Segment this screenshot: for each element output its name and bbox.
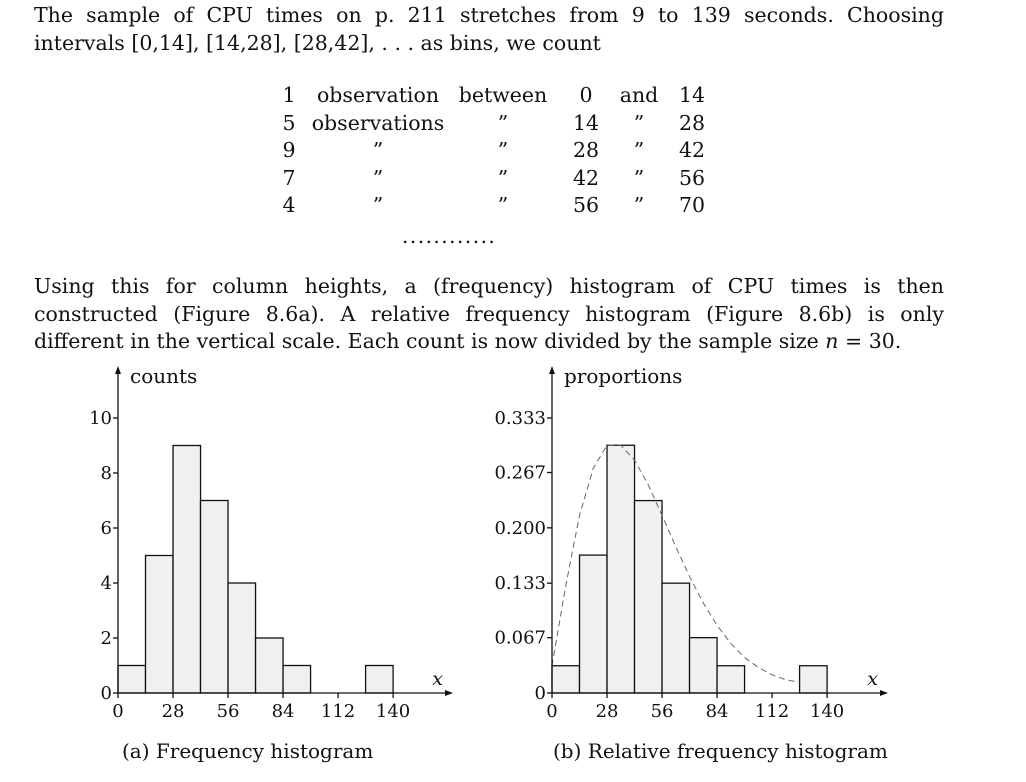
count-cell: 5 <box>282 110 296 135</box>
histogram-bar <box>172 444 202 694</box>
intro-paragraph: The sample of CPU times on p. 211 stretc… <box>34 3 944 55</box>
upper-bound-cell: 28 <box>678 110 706 135</box>
x-axis-label: x <box>432 668 443 690</box>
lower-bound-cell: 28 <box>572 138 600 162</box>
count-cell: 1 <box>282 83 296 107</box>
x-tick-label: 112 <box>755 701 789 722</box>
frequency-histogram-caption: (a) Frequency histogram <box>122 739 374 763</box>
histogram-bar <box>716 665 746 694</box>
and-word-cell: and <box>619 83 659 107</box>
y-tick-label: 0.200 <box>494 518 546 539</box>
x-tick-label: 56 <box>217 701 240 722</box>
histogram-bar <box>144 554 174 694</box>
table-row: 9 ” ” 28 ” 42 <box>270 137 720 165</box>
x-tick-label: 84 <box>706 701 729 722</box>
between-word-cell: ” <box>497 193 509 217</box>
between-word-cell: ” <box>497 138 509 162</box>
frequency-histogram: 0 28 56 84 112 140 0 2 4 6 8 10 counts x <box>89 364 453 722</box>
count-cell: 9 <box>282 138 296 162</box>
table-row: 5 observations ” 14 ” 28 <box>270 110 720 138</box>
upper-bound-cell: 70 <box>678 193 706 217</box>
paragraph-text-end: = 30. <box>838 329 902 353</box>
y-tick-label: 0.133 <box>494 573 546 594</box>
count-cell: 4 <box>282 193 296 217</box>
y-tick-label: 0.267 <box>494 463 546 484</box>
histogram-bar <box>551 665 581 694</box>
y-tick-label: 2 <box>101 628 112 649</box>
and-word-cell: ” <box>633 138 645 162</box>
y-tick-label: 0.333 <box>494 408 546 429</box>
x-axis-arrow <box>445 690 453 696</box>
histogram-bar <box>117 664 147 694</box>
histogram-bar <box>254 637 284 694</box>
count-cell: 7 <box>282 165 296 190</box>
histogram-bar <box>633 499 663 694</box>
y-axis-label: proportions <box>564 364 682 388</box>
lower-bound-cell: 0 <box>579 83 593 107</box>
histogram-bar <box>199 499 229 694</box>
density-curve <box>551 444 800 683</box>
table-row: 7 ” ” 42 ” 56 <box>270 165 720 193</box>
upper-bound-cell: 42 <box>678 138 706 162</box>
y-tick-label: 0 <box>535 683 546 704</box>
y-tick-label: 8 <box>101 463 112 484</box>
y-tick-label: 6 <box>101 518 112 539</box>
table-row: 1 observation between 0 and 14 <box>270 82 720 110</box>
y-tick-label: 0.067 <box>494 628 546 649</box>
lower-bound-cell: 56 <box>572 193 600 217</box>
y-tick-label: 10 <box>89 408 112 429</box>
table-row: 4 ” ” 56 ” 70 <box>270 192 720 220</box>
histogram-bar <box>606 444 636 694</box>
observation-word-cell: ” <box>372 165 384 190</box>
histogram-bar <box>661 582 691 694</box>
observation-word-cell: ” <box>372 138 384 162</box>
lower-bound-cell: 42 <box>572 165 600 190</box>
x-tick-label: 140 <box>376 701 410 722</box>
x-tick-label: 84 <box>272 701 295 722</box>
between-word-cell: ” <box>497 165 509 190</box>
x-tick-label: 0 <box>546 701 557 722</box>
observation-word-cell: observation <box>316 83 440 107</box>
histogram-bar <box>798 665 828 694</box>
histogram-bar <box>282 664 312 694</box>
between-word-cell: between <box>458 83 548 107</box>
x-tick-label: 28 <box>162 701 185 722</box>
relative-frequency-histogram-caption: (b) Relative frequency histogram <box>553 739 888 763</box>
histogram-bar <box>364 664 394 694</box>
and-word-cell: ” <box>633 110 645 135</box>
x-tick-label: 56 <box>651 701 674 722</box>
x-tick-label: 0 <box>112 701 123 722</box>
observation-word-cell: observations <box>311 110 445 135</box>
upper-bound-cell: 14 <box>678 83 706 107</box>
between-word-cell: ” <box>497 110 509 135</box>
x-tick-label: 28 <box>596 701 619 722</box>
and-word-cell: ” <box>633 193 645 217</box>
y-tick-label: 4 <box>101 573 112 594</box>
and-word-cell: ” <box>633 165 645 190</box>
histogram-bar <box>578 554 608 694</box>
observation-word-cell: ” <box>372 193 384 217</box>
y-axis-arrow <box>115 366 121 374</box>
x-tick-label: 140 <box>810 701 844 722</box>
y-tick-label: 0 <box>101 683 112 704</box>
sample-size-symbol: n <box>825 329 839 353</box>
histogram-bar <box>227 582 257 694</box>
x-axis-label: x <box>867 668 878 690</box>
histogram-bar <box>688 637 718 694</box>
x-tick-label: 112 <box>321 701 355 722</box>
lower-bound-cell: 14 <box>572 110 600 135</box>
x-axis-arrow <box>880 690 888 696</box>
y-axis-label: counts <box>130 364 197 388</box>
table-continuation-dots: ............ <box>402 224 497 248</box>
relative-frequency-histogram: 0 28 56 84 112 140 0 0.067 0.133 0.200 0.267 0.333 p… <box>494 364 888 722</box>
histogram-paragraph: Using this for column heights, a (freque… <box>34 273 944 356</box>
y-axis-arrow <box>549 366 555 374</box>
paragraph-text: Using this for column heights, a (freque… <box>34 274 944 353</box>
bin-count-table: 1 observation between 0 and 14 5 observations” 1… <box>270 82 720 220</box>
upper-bound-cell: 56 <box>678 165 706 190</box>
